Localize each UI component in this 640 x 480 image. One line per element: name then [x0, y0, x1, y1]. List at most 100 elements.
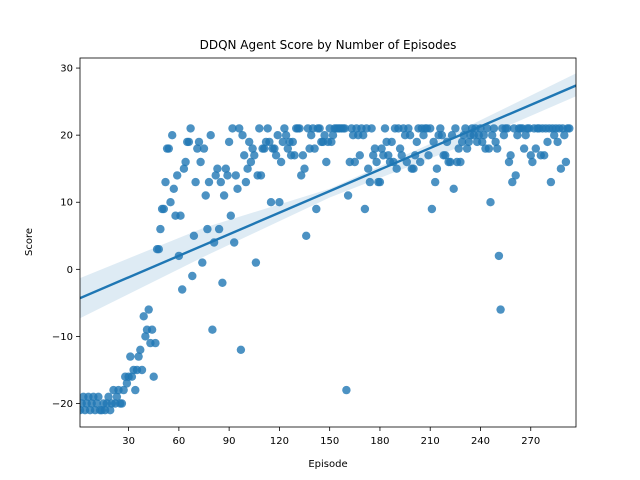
data-point: [223, 171, 232, 180]
data-point: [412, 137, 421, 147]
data-point: [302, 231, 311, 240]
data-point: [479, 131, 488, 140]
data-point: [256, 171, 266, 180]
regression-line: [80, 84, 576, 300]
data-point: [297, 171, 306, 180]
y-tick-label: −10: [52, 332, 73, 343]
data-point: [327, 137, 336, 147]
data-point: [263, 124, 272, 133]
data-point: [245, 137, 254, 147]
x-axis-title: Episode: [308, 459, 347, 470]
x-tick-label: 210: [421, 436, 440, 447]
data-point: [137, 365, 147, 375]
x-tick-label: 30: [122, 436, 135, 447]
data-point: [179, 164, 189, 173]
data-point: [484, 144, 494, 153]
data-point: [416, 157, 425, 167]
data-point: [243, 164, 252, 173]
data-point: [342, 385, 351, 395]
data-point: [266, 198, 276, 207]
data-point: [493, 144, 502, 153]
data-point: [437, 131, 447, 140]
data-point: [340, 124, 349, 133]
data-point: [454, 144, 463, 153]
data-point: [404, 124, 413, 133]
y-axis: −20 −10 0 10 20 30: [52, 64, 80, 410]
data-point: [191, 177, 200, 187]
data-point: [184, 137, 194, 147]
data-point: [494, 251, 504, 261]
data-point: [250, 151, 259, 160]
data-point: [561, 157, 571, 167]
data-point: [312, 204, 321, 214]
data-point: [387, 137, 396, 147]
data-point: [92, 399, 102, 408]
data-point: [193, 144, 202, 153]
data-point: [508, 177, 517, 187]
data-point: [112, 392, 122, 401]
y-axis-title: Score: [24, 228, 35, 256]
data-point: [271, 151, 281, 160]
data-point: [441, 151, 450, 160]
data-point: [203, 224, 212, 234]
data-point: [238, 131, 247, 140]
data-point: [270, 144, 279, 153]
data-point: [310, 144, 319, 153]
data-point: [260, 144, 269, 153]
x-tick-label: 240: [471, 436, 490, 447]
data-point: [377, 144, 386, 153]
data-point: [126, 352, 135, 361]
data-point: [159, 204, 168, 214]
data-point: [295, 124, 304, 133]
data-point: [419, 131, 428, 140]
data-point: [496, 305, 505, 314]
data-point: [226, 211, 235, 220]
x-axis: 30 60 90 120 150 180 210 240 270: [122, 427, 540, 447]
data-point: [409, 164, 418, 173]
data-point: [464, 137, 473, 147]
data-point: [173, 171, 182, 180]
data-point: [233, 184, 242, 193]
data-point: [280, 124, 289, 133]
y-tick-label: 0: [67, 265, 73, 276]
data-point: [144, 305, 153, 314]
data-point: [521, 131, 530, 140]
data-point: [461, 124, 470, 133]
data-point: [219, 191, 229, 200]
data-point: [136, 345, 145, 354]
data-point: [451, 124, 460, 133]
data-point: [211, 171, 220, 180]
data-point: [359, 131, 368, 140]
data-point: [106, 406, 115, 415]
data-point: [117, 399, 127, 408]
data-point: [231, 171, 240, 180]
data-point: [491, 137, 500, 147]
data-point: [275, 198, 284, 207]
data-point: [119, 385, 128, 395]
data-point: [499, 131, 509, 140]
data-point: [181, 157, 190, 167]
data-point: [556, 164, 566, 173]
data-point: [380, 124, 390, 133]
data-point: [228, 124, 237, 133]
data-point: [290, 151, 299, 160]
data-point: [298, 151, 308, 160]
data-point: [486, 198, 495, 207]
data-point: [134, 352, 143, 361]
y-tick-label: 30: [60, 64, 73, 75]
data-point: [446, 157, 455, 167]
x-tick-label: 270: [521, 436, 540, 447]
data-point: [169, 184, 178, 193]
data-point: [131, 385, 140, 395]
data-point: [504, 157, 514, 167]
data-point: [235, 124, 244, 133]
data-point: [560, 131, 569, 140]
data-point: [432, 164, 442, 173]
data-point: [273, 131, 282, 140]
y-tick-label: 10: [60, 198, 73, 209]
data-point: [367, 124, 376, 133]
data-point: [154, 245, 163, 254]
data-point: [213, 164, 222, 173]
data-point: [288, 137, 297, 147]
data-point: [149, 372, 158, 381]
